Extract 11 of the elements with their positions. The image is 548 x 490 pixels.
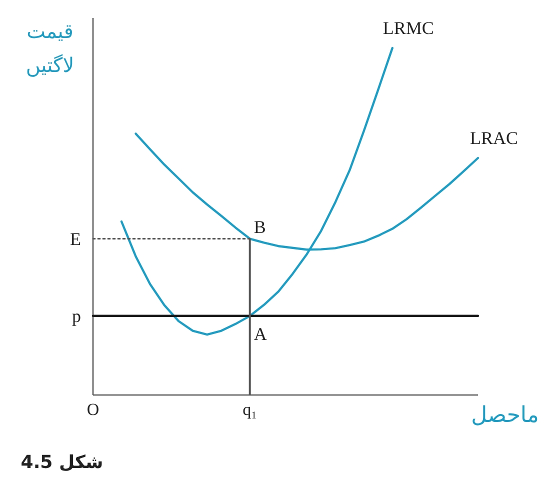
text: شکل 4.5	[20, 452, 104, 473]
series-label: LRAC	[470, 128, 518, 148]
annotation: B	[254, 216, 266, 237]
annotation: A	[254, 324, 267, 344]
y-axis-title: قیمت لاگتیں	[26, 19, 74, 77]
series-label: LRMC	[382, 18, 434, 38]
x-tick-label: O	[86, 400, 100, 419]
x-axis-title: ماحصل	[471, 403, 539, 428]
annotation: p	[72, 306, 81, 326]
annotation: E	[70, 228, 81, 249]
x-tick-label: q₁	[242, 400, 258, 419]
